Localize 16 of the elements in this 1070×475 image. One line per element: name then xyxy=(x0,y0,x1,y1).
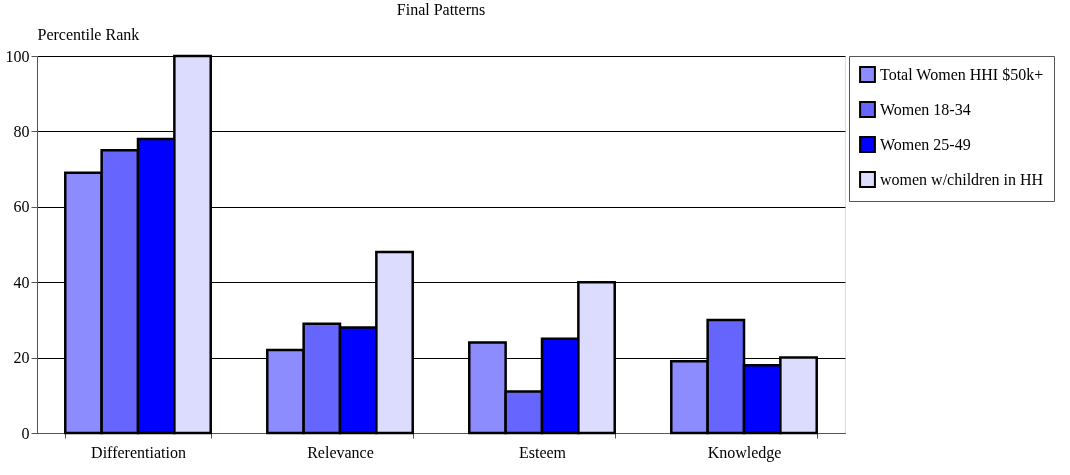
y-tick-label: 20 xyxy=(13,349,30,367)
y-tick-label: 60 xyxy=(13,198,30,216)
legend-label: Women 25-49 xyxy=(880,135,971,153)
y-tick-label: 0 xyxy=(21,424,30,442)
legend-label: Women 18-34 xyxy=(880,100,971,118)
y-tick-label: 100 xyxy=(5,47,30,65)
legend-label: Total Women HHI $50k+ xyxy=(880,65,1044,83)
y-tick-label: 80 xyxy=(13,122,30,140)
x-tick-label: Esteem xyxy=(518,443,567,461)
x-tick-label: Differentiation xyxy=(91,443,186,461)
x-tick-label: Relevance xyxy=(307,443,374,461)
y-axis-title: Percentile Rank xyxy=(37,25,140,43)
legend-label: women w/children in HH xyxy=(880,170,1044,188)
x-tick-label: Knowledge xyxy=(707,443,782,462)
chart-title: Final Patterns xyxy=(396,1,486,18)
y-tick-label: 40 xyxy=(13,273,30,291)
